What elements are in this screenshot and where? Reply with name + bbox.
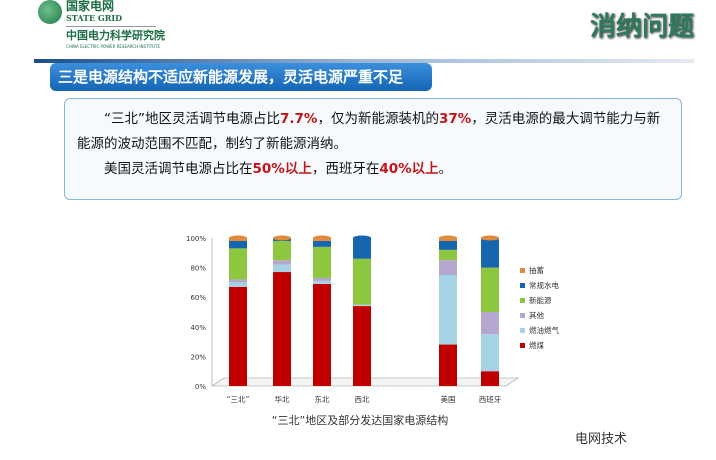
watermark: 电网技术 bbox=[575, 432, 628, 447]
highlight: 37% bbox=[438, 111, 472, 127]
header-rule bbox=[34, 59, 694, 63]
x-tick-label: 华北 bbox=[275, 394, 290, 404]
legend-swatch bbox=[520, 283, 525, 288]
legend-label: 其他 bbox=[529, 310, 544, 320]
bar-top bbox=[439, 235, 457, 241]
bar-segment bbox=[439, 344, 457, 386]
bar-segment bbox=[353, 258, 371, 305]
bar-segment bbox=[439, 240, 457, 250]
bar-segment bbox=[313, 240, 331, 247]
bar-top bbox=[481, 235, 499, 241]
bar-segment bbox=[273, 272, 291, 386]
bar-segment bbox=[481, 312, 499, 335]
text: ，西班牙在 bbox=[311, 161, 380, 177]
bar-segment bbox=[313, 283, 331, 386]
chart-title: “三北”地区及部分发达国家电源结构 bbox=[272, 413, 448, 427]
bar-segment bbox=[353, 306, 371, 386]
legend-swatch bbox=[520, 343, 525, 348]
x-tick-label: 东北 bbox=[315, 394, 330, 404]
text: 。 bbox=[438, 161, 453, 177]
bar-top bbox=[313, 235, 331, 241]
legend-label: 常规水电 bbox=[529, 280, 559, 290]
institute-cn: 中国电力科学研究院 bbox=[66, 29, 165, 42]
y-tick-label: 0% bbox=[195, 383, 206, 391]
bar-segment bbox=[439, 249, 457, 261]
legend-swatch bbox=[520, 298, 525, 303]
bar-segment bbox=[481, 267, 499, 312]
bar-segment bbox=[439, 275, 457, 345]
highlight: 7.7% bbox=[280, 111, 318, 127]
bar-segment bbox=[229, 240, 247, 249]
bar-segment bbox=[481, 371, 499, 386]
bar-segment bbox=[353, 304, 371, 307]
bar-segment bbox=[273, 240, 291, 261]
bar-segment bbox=[313, 246, 331, 278]
bar-segment bbox=[273, 260, 291, 265]
highlight: 50%以上 bbox=[252, 161, 312, 177]
x-tick-label: 西北 bbox=[355, 395, 370, 404]
x-tick-label: “三北” bbox=[227, 395, 250, 404]
institute-en: CHINA ELECTRIC POWER RESEARCH INSTITUTE bbox=[66, 44, 161, 49]
bar-segment bbox=[481, 239, 499, 268]
slide-title: 消纳问题 bbox=[589, 12, 694, 42]
y-tick-label: 40% bbox=[190, 324, 206, 332]
bar-top bbox=[229, 235, 247, 241]
bar-segment bbox=[229, 282, 247, 287]
highlight: 40%以上 bbox=[379, 161, 439, 177]
y-tick-label: 100% bbox=[186, 235, 206, 243]
legend-swatch bbox=[520, 328, 525, 333]
brand-cn: 国家电网 bbox=[66, 0, 115, 13]
paragraph-1: “三北”地区灵活调节电源占比7.7%，仅为新能源装机的37%，灵活电源的最大调节… bbox=[77, 107, 669, 157]
divider bbox=[66, 26, 156, 27]
paragraph-2: 美国灵活调节电源占比在50%以上，西班牙在40%以上。 bbox=[77, 157, 669, 182]
legend-swatch bbox=[520, 313, 525, 318]
state-grid-logo bbox=[38, 0, 62, 24]
y-tick-label: 80% bbox=[190, 265, 206, 273]
section-banner: 三是电源结构不适应新能源发展，灵活电源严重不足 bbox=[50, 63, 432, 91]
brand-en: STATE GRID bbox=[66, 13, 123, 23]
bar-segment bbox=[313, 280, 331, 284]
bar-segment bbox=[313, 277, 331, 281]
text: 美国灵活调节电源占比在 bbox=[104, 161, 253, 177]
bar-segment bbox=[481, 334, 499, 372]
legend-label: 燃煤 bbox=[529, 340, 544, 350]
bar-top bbox=[353, 235, 371, 241]
bar-segment bbox=[439, 260, 457, 275]
x-tick-label: 西班牙 bbox=[479, 394, 502, 404]
text: ，灵活电源的最大调节能力与新能源的波动范围不匹配，制约了新能源消纳。 bbox=[77, 111, 661, 152]
bar-segment bbox=[229, 286, 247, 386]
text: ，仅为新能源装机的 bbox=[317, 111, 439, 127]
bar-segment bbox=[273, 264, 291, 273]
bar-segment bbox=[353, 238, 371, 259]
legend-label: 新能源 bbox=[529, 295, 552, 305]
legend-swatch bbox=[520, 268, 525, 273]
legend-label: 抽蓄 bbox=[529, 265, 544, 275]
legend-label: 燃油燃气 bbox=[529, 325, 559, 335]
bar-segment bbox=[229, 248, 247, 280]
bar-segment bbox=[229, 279, 247, 283]
text-box: “三北”地区灵活调节电源占比7.7%，仅为新能源装机的37%，灵活电源的最大调节… bbox=[64, 98, 682, 200]
bar-top bbox=[273, 235, 291, 241]
y-tick-label: 20% bbox=[190, 353, 206, 361]
text: “三北”地区灵活调节电源占比 bbox=[104, 111, 280, 127]
y-tick-label: 60% bbox=[190, 294, 206, 302]
x-tick-label: 美国 bbox=[441, 394, 456, 404]
